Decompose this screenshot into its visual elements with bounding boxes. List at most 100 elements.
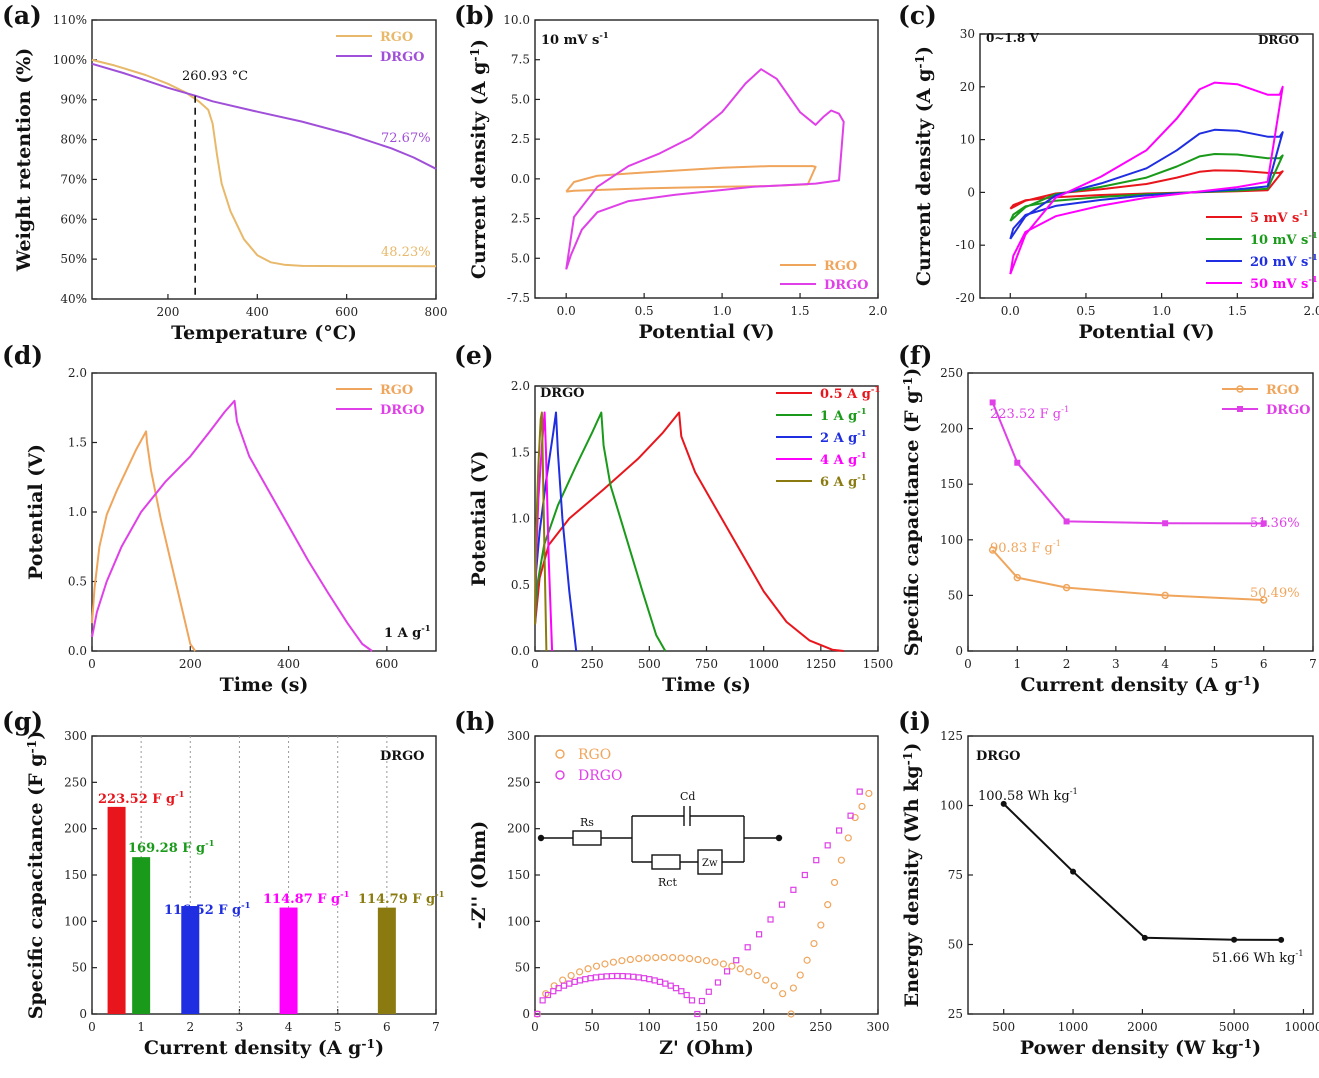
f-point-rgo — [988, 546, 997, 554]
c-xtick-label: 0.5 — [1076, 304, 1095, 318]
c-ytick-label: 20 — [960, 80, 975, 94]
h-xlabel: Z' (Ohm) — [659, 1037, 754, 1059]
d-xtick-label: 0 — [88, 657, 96, 671]
b-ytick-label: -7.5 — [507, 291, 530, 305]
g-data-label-1: 169.28 F g-1 — [128, 838, 215, 856]
e-legend-2-label: 2 A g-1 — [820, 428, 867, 446]
h-point-drgo — [672, 985, 680, 992]
h-xtick-label: 200 — [752, 1020, 775, 1034]
c-legend-0-label: 5 mV s-1 — [1250, 208, 1309, 226]
h-point-drgo — [651, 977, 658, 984]
f-ytick-label: 150 — [940, 477, 963, 491]
g-xtick-label: 3 — [236, 1020, 244, 1034]
h-point-drgo — [630, 973, 637, 980]
d-panel-label: (d) — [2, 341, 43, 370]
f-xtick-label: 2 — [1063, 657, 1071, 671]
b-xlabel: Potential (V) — [639, 321, 775, 343]
h-point-drgo — [619, 972, 626, 980]
e-xtick-label: 1500 — [863, 657, 894, 671]
h-point-rgo — [609, 958, 618, 966]
a-xtick-label: 800 — [425, 305, 448, 319]
f-ytick-label: 50 — [948, 588, 963, 602]
h-point-rgo — [635, 955, 643, 963]
g-xtick-label: 6 — [383, 1020, 391, 1034]
e-series-1 — [534, 411, 667, 652]
e-panel-label: (e) — [454, 341, 494, 370]
h-point-drgo — [694, 1010, 701, 1018]
panel-h: 0 50 100 150 200 250 300 0 50 100 150 200 250 300 Z' (… — [454, 707, 889, 1059]
i-series-drgo — [1003, 803, 1282, 941]
a-ytick-label: 40% — [60, 292, 87, 306]
i-xlabel: Power density (W kg-1) — [1020, 1036, 1261, 1059]
h-point-drgo — [856, 788, 863, 795]
b-panel-label: (b) — [454, 1, 495, 30]
c-xtick-label: 1.0 — [1152, 304, 1171, 318]
b-xtick-label: 1.0 — [713, 304, 732, 318]
e-series-4 — [534, 411, 548, 652]
d-ytick-label: 2.0 — [68, 366, 87, 380]
a-series-drgo — [91, 62, 437, 170]
i-ytick-label: 75 — [948, 868, 963, 882]
c-ytick-label: 10 — [960, 133, 975, 147]
i-annotation-end: 51.66 Wh kg-1 — [1212, 948, 1304, 966]
h-point-drgo — [698, 997, 706, 1005]
d-ylabel: Potential (V) — [25, 444, 47, 580]
h-point-rgo — [601, 960, 609, 968]
g-ytick-label: 250 — [64, 775, 87, 789]
e-xtick-label: 250 — [581, 657, 604, 671]
c-series-10mvs — [1009, 153, 1284, 222]
e-plot-frame — [534, 385, 879, 652]
h-point-rgo — [810, 939, 818, 948]
h-point-rgo — [702, 957, 711, 965]
panel-f: 0 1 2 3 4 5 6 7 0 50 100 150 200 250 Current density (… — [898, 341, 1317, 696]
e-ytick-label: 2.0 — [511, 379, 530, 393]
b-ytick-label: 2.5 — [511, 132, 530, 146]
h-ytick-label: 200 — [507, 822, 530, 836]
h-point-drgo — [755, 931, 763, 938]
h-ytick-label: 50 — [515, 961, 530, 975]
c-panel-label: (c) — [898, 1, 937, 30]
d-series-drgo — [91, 399, 373, 652]
a-xlabel: Temperature (°C) — [171, 322, 357, 344]
c-plot-frame — [979, 33, 1314, 299]
e-ytick-label: 1.0 — [511, 512, 530, 526]
h-point-rgo — [736, 965, 744, 973]
h-circuit-rct — [651, 854, 681, 870]
b-xtick-label: 1.5 — [790, 304, 809, 318]
h-point-rgo — [677, 954, 685, 962]
a-annotation-drgo: 72.67% — [381, 131, 431, 146]
panel-b: 0.0 0.5 1.0 1.5 2.0 -7.5 5.0 2.5 0.0 2.5 5.0 7.5 10.… — [454, 1, 888, 343]
d-xtick-label: 200 — [179, 657, 202, 671]
c-legend-2-label: 20 mV s-1 — [1250, 252, 1318, 270]
h-point-drgo — [603, 973, 610, 980]
h-point-drgo — [571, 978, 578, 985]
i-ytick-label: 25 — [948, 1007, 963, 1021]
h-ytick-label: 150 — [507, 868, 530, 882]
g-data-label-2: 116.52 F g-1 — [164, 900, 251, 918]
d-xtick-label: 400 — [277, 657, 300, 671]
g-bar-2 — [181, 906, 200, 1014]
d-legend-drgo-label: DRGO — [380, 403, 425, 418]
a-ytick-label: 80% — [60, 133, 87, 147]
h-point-rgo — [844, 834, 852, 842]
g-ytick-label: 0 — [79, 1007, 87, 1021]
h-point-drgo — [608, 972, 616, 980]
a-ylabel: Weight retention (%) — [13, 48, 35, 273]
b-xtick-label: 0.5 — [635, 304, 654, 318]
h-point-rgo — [803, 956, 811, 964]
h-point-drgo — [662, 980, 669, 987]
panel-i: 500 1000 2000 5000 10000 25 50 75 100 125 Power de… — [898, 707, 1319, 1059]
h-point-drgo — [656, 978, 664, 985]
h-point-rgo — [584, 965, 592, 973]
h-point-drgo — [550, 988, 557, 995]
h-point-rgo — [575, 968, 584, 976]
i-ytick-label: 100 — [940, 799, 963, 813]
e-legend-4-label: 6 A g-1 — [820, 472, 867, 490]
e-xtick-label: 1000 — [748, 657, 779, 671]
f-ylabel: Specific capacitance (F g-1) — [900, 368, 923, 656]
i-plot-frame — [967, 735, 1314, 1015]
a-plot-frame — [91, 19, 437, 300]
g-data-label-3: 114.87 F g-1 — [263, 889, 350, 907]
g-ytick-label: 50 — [72, 961, 87, 975]
